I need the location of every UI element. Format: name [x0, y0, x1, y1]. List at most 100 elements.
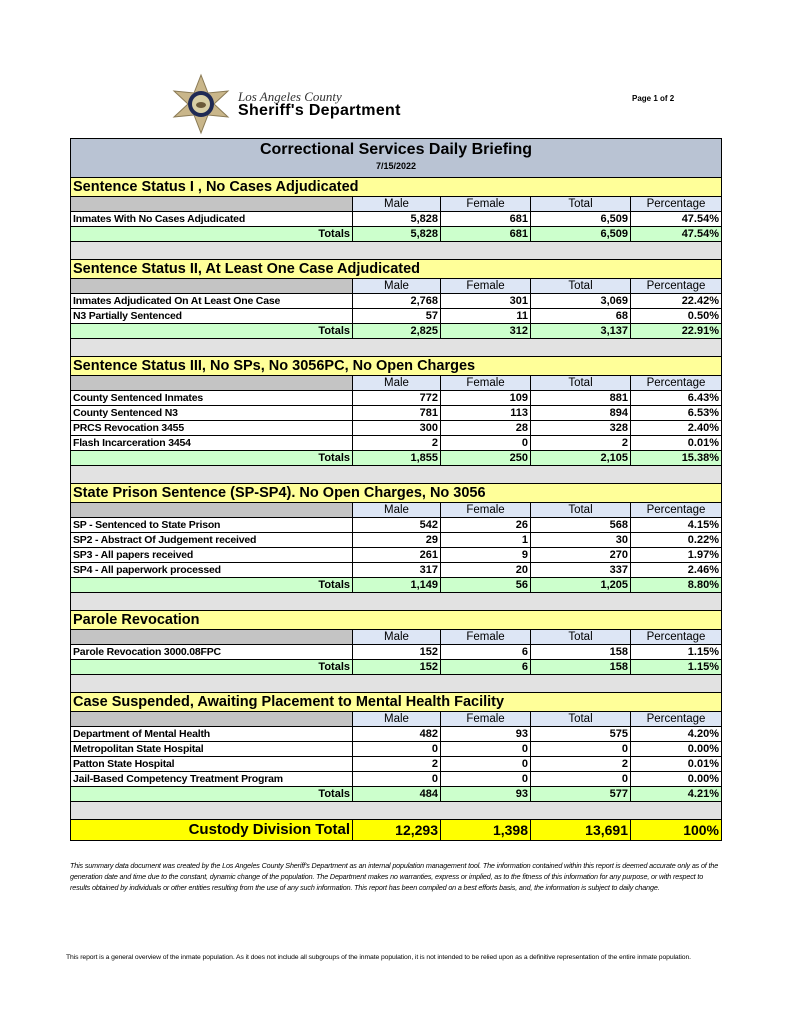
row-label: Department of Mental Health [71, 727, 353, 742]
cell-total: 894 [531, 406, 631, 421]
header-blank [71, 712, 353, 727]
cell-male: 2 [353, 757, 441, 772]
report-date: 7/15/2022 [375, 161, 417, 171]
report-section: State Prison Sentence (SP-SP4). No Open … [71, 484, 721, 611]
cell-total: 568 [531, 518, 631, 533]
column-header-total: Total [531, 376, 631, 391]
custody-division-total-row: Custody Division Total 12,293 1,398 13,6… [71, 820, 721, 840]
cell-percentage: 2.46% [631, 563, 721, 578]
row-label: N3 Partially Sentenced [71, 309, 353, 324]
totals-row: Totals 5,828 681 6,509 47.54% [71, 227, 721, 242]
grand-total-total: 13,691 [531, 820, 631, 840]
totals-label: Totals [71, 660, 353, 675]
cell-total: 3,069 [531, 294, 631, 309]
section-spacer [71, 466, 721, 484]
section-title: Parole Revocation [71, 611, 721, 630]
grand-total-female: 1,398 [441, 820, 531, 840]
cell-male: 261 [353, 548, 441, 563]
cell-percentage: 0.00% [631, 742, 721, 757]
totals-male: 1,149 [353, 578, 441, 593]
totals-female: 56 [441, 578, 531, 593]
totals-total: 6,509 [531, 227, 631, 242]
cell-male: 0 [353, 742, 441, 757]
totals-percentage: 8.80% [631, 578, 721, 593]
table-row: N3 Partially Sentenced 57 11 68 0.50% [71, 309, 721, 324]
table-row: County Sentenced Inmates 772 109 881 6.43% [71, 391, 721, 406]
column-header-percentage: Percentage [631, 376, 721, 391]
totals-male: 2,825 [353, 324, 441, 339]
totals-row: Totals 1,149 56 1,205 8.80% [71, 578, 721, 593]
table-row: SP4 - All paperwork processed 317 20 337 2.4… [71, 563, 721, 578]
cell-female: 681 [441, 212, 531, 227]
column-header-row: Male Female Total Percentage [71, 197, 721, 212]
cell-female: 0 [441, 436, 531, 451]
daily-briefing-table: Correctional Services Daily Briefing 7/1… [70, 138, 722, 841]
totals-female: 312 [441, 324, 531, 339]
cell-male: 542 [353, 518, 441, 533]
totals-row: Totals 484 93 577 4.21% [71, 787, 721, 802]
row-label: Parole Revocation 3000.08FPC [71, 645, 353, 660]
section-title: Sentence Status II, At Least One Case Ad… [71, 260, 721, 279]
totals-male: 152 [353, 660, 441, 675]
header-blank [71, 197, 353, 212]
totals-male: 484 [353, 787, 441, 802]
table-row: Metropolitan State Hospital 0 0 0 0.00% [71, 742, 721, 757]
section-title: State Prison Sentence (SP-SP4). No Open … [71, 484, 721, 503]
cell-percentage: 2.40% [631, 421, 721, 436]
cell-male: 152 [353, 645, 441, 660]
row-label: Jail-Based Competency Treatment Program [71, 772, 353, 787]
cell-male: 482 [353, 727, 441, 742]
grand-total-percentage: 100% [683, 822, 719, 838]
report-title-block: Correctional Services Daily Briefing 7/1… [71, 139, 721, 178]
cell-percentage: 1.15% [631, 645, 721, 660]
report-section: Sentence Status II, At Least One Case Ad… [71, 260, 721, 357]
column-header-total: Total [531, 630, 631, 645]
cell-female: 0 [441, 742, 531, 757]
column-header-percentage: Percentage [631, 712, 721, 727]
column-header-percentage: Percentage [631, 197, 721, 212]
column-header-female: Female [441, 712, 531, 727]
row-label: Metropolitan State Hospital [71, 742, 353, 757]
totals-percentage: 4.21% [631, 787, 721, 802]
column-header-percentage: Percentage [631, 279, 721, 294]
page-indicator: Page 1 of 2 [632, 94, 675, 103]
totals-label: Totals [71, 227, 353, 242]
column-header-row: Male Female Total Percentage [71, 279, 721, 294]
cell-male: 2 [353, 436, 441, 451]
cell-male: 300 [353, 421, 441, 436]
row-label: Inmates With No Cases Adjudicated [71, 212, 353, 227]
cell-male: 2,768 [353, 294, 441, 309]
grand-total-male: 12,293 [353, 820, 441, 840]
totals-total: 2,105 [531, 451, 631, 466]
table-row: Department of Mental Health 482 93 575 4.20% [71, 727, 721, 742]
totals-percentage: 22.91% [631, 324, 721, 339]
cell-female: 9 [441, 548, 531, 563]
row-label: SP3 - All papers received [71, 548, 353, 563]
row-label: County Sentenced Inmates [71, 391, 353, 406]
section-spacer [71, 339, 721, 357]
cell-female: 11 [441, 309, 531, 324]
cell-female: 20 [441, 563, 531, 578]
table-row: County Sentenced N3 781 113 894 6.53% [71, 406, 721, 421]
cell-percentage: 4.15% [631, 518, 721, 533]
section-title: Case Suspended, Awaiting Placement to Me… [71, 693, 721, 712]
table-row: Inmates Adjudicated On At Least One Case… [71, 294, 721, 309]
cell-male: 772 [353, 391, 441, 406]
cell-total: 575 [531, 727, 631, 742]
totals-row: Totals 152 6 158 1.15% [71, 660, 721, 675]
column-header-row: Male Female Total Percentage [71, 630, 721, 645]
logo-county: Los Angeles County [238, 88, 342, 104]
column-header-female: Female [441, 197, 531, 212]
column-header-total: Total [531, 503, 631, 518]
header-blank [71, 279, 353, 294]
table-row: Parole Revocation 3000.08FPC 152 6 158 1.15% [71, 645, 721, 660]
cell-male: 57 [353, 309, 441, 324]
row-label: County Sentenced N3 [71, 406, 353, 421]
cell-female: 93 [441, 727, 531, 742]
cell-female: 1 [441, 533, 531, 548]
column-header-female: Female [441, 503, 531, 518]
column-header-row: Male Female Total Percentage [71, 712, 721, 727]
section-spacer [71, 675, 721, 693]
cell-female: 6 [441, 645, 531, 660]
cell-percentage: 47.54% [631, 212, 721, 227]
